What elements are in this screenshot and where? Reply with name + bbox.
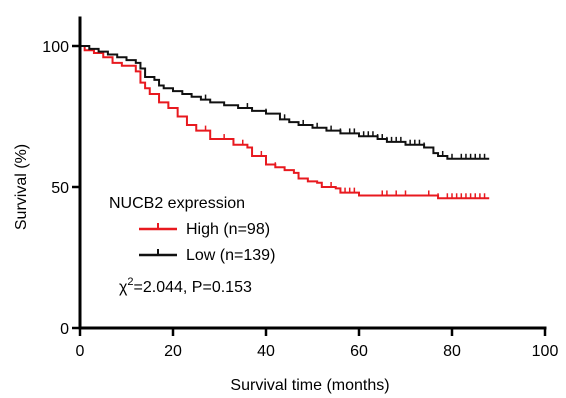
chi-symbol: χ xyxy=(119,279,128,296)
legend-key-high xyxy=(139,223,177,231)
chi-square-annotation: χ2=2.044, P=0.153 xyxy=(119,276,252,296)
legend-label-low: Low (n=139) xyxy=(186,247,275,264)
legend-label-high: High (n=98) xyxy=(186,221,270,238)
y-tick-label: 100 xyxy=(42,39,69,56)
chi-stat-text: =2.044, P=0.153 xyxy=(134,279,252,296)
x-tick-label: 0 xyxy=(76,343,85,360)
legend: NUCB2 expression High (n=98) Low (n=139)… xyxy=(109,195,275,296)
x-tick-label: 40 xyxy=(257,343,275,360)
plot-area xyxy=(80,45,490,200)
series-line-low xyxy=(80,45,490,160)
chi-superscript: 2 xyxy=(127,276,133,288)
x-tick-label: 60 xyxy=(350,343,368,360)
y-tick-label: 50 xyxy=(51,180,69,197)
legend-title: NUCB2 expression xyxy=(109,195,245,212)
axes: 0 20 40 60 80 100 0 50 100 xyxy=(42,16,559,360)
y-axis-title: Survival (%) xyxy=(13,144,30,230)
x-tick-label: 20 xyxy=(164,343,182,360)
x-axis-title: Survival time (months) xyxy=(230,377,389,394)
x-tick-label: 100 xyxy=(532,343,559,360)
series-line-high xyxy=(80,45,490,200)
y-tick-label: 0 xyxy=(60,321,69,338)
x-tick-label: 80 xyxy=(443,343,461,360)
legend-key-low xyxy=(139,249,177,257)
